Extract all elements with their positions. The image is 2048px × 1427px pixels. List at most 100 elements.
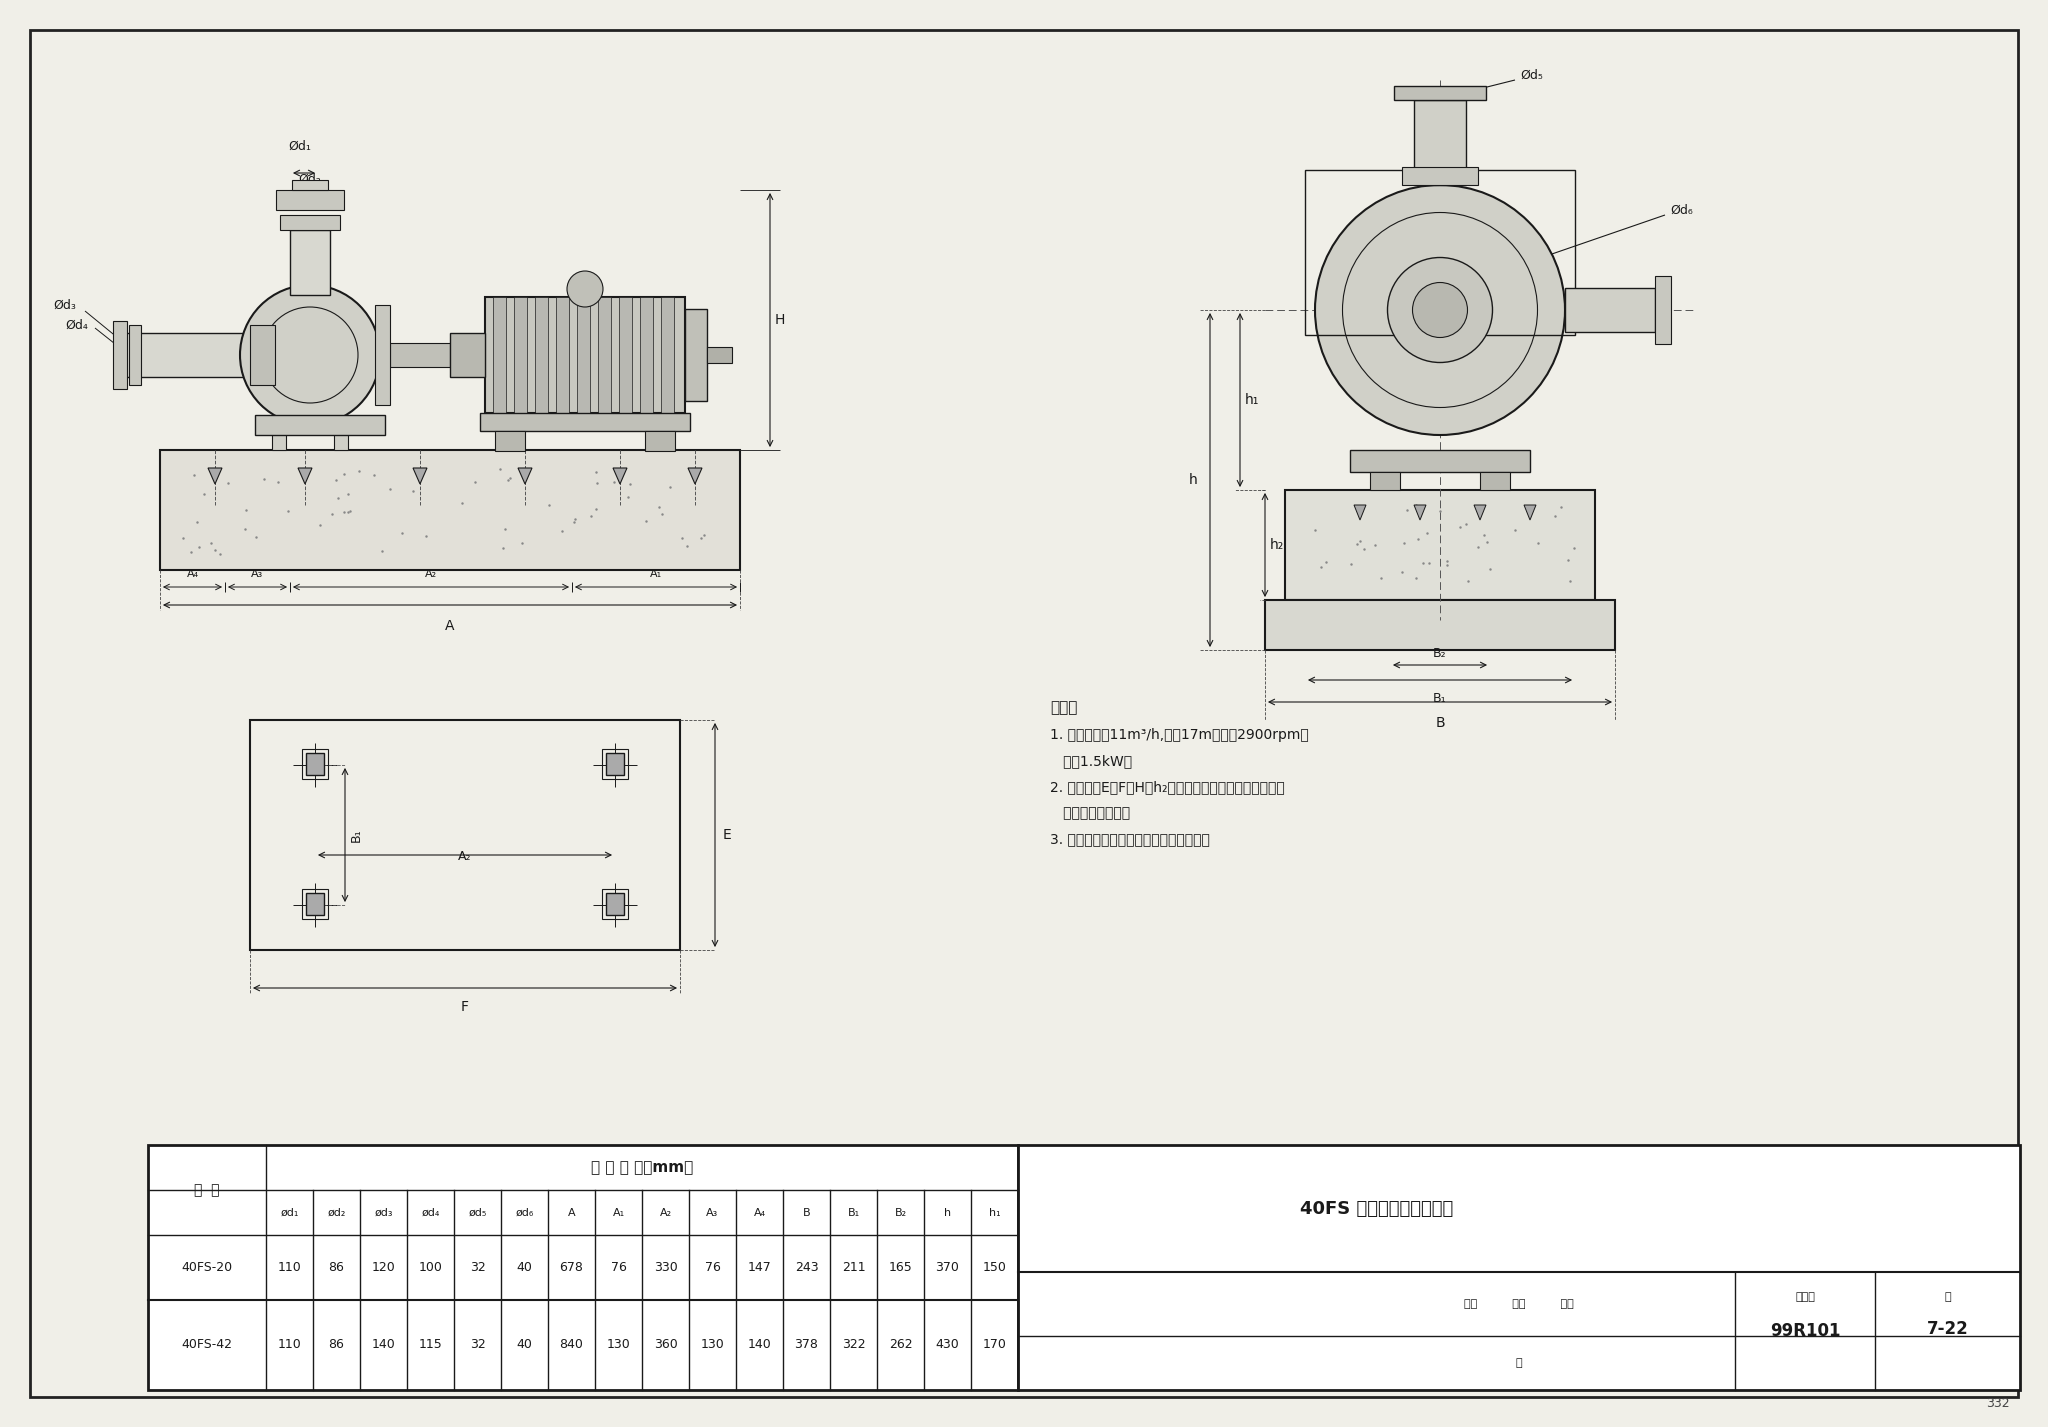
Text: 86: 86	[328, 1339, 344, 1351]
Bar	[494, 297, 506, 412]
Text: A₁: A₁	[649, 569, 662, 579]
Bar	[375, 305, 389, 405]
Text: 40FS-42: 40FS-42	[182, 1339, 233, 1351]
Text: 262: 262	[889, 1339, 911, 1351]
Text: A: A	[444, 619, 455, 634]
Text: A₃: A₃	[707, 1207, 719, 1217]
Bar	[1350, 450, 1530, 472]
Bar	[160, 450, 739, 569]
Bar	[389, 342, 451, 367]
Text: Ød₅: Ød₅	[1520, 68, 1542, 81]
Text: ød₃: ød₃	[375, 1207, 393, 1217]
Text: 370: 370	[936, 1261, 958, 1274]
Text: 7-22: 7-22	[1927, 1320, 1968, 1339]
Circle shape	[1315, 186, 1565, 435]
Text: ød₁: ød₁	[281, 1207, 299, 1217]
Text: ød₄: ød₄	[422, 1207, 440, 1217]
Bar	[1305, 170, 1575, 335]
Text: h₁: h₁	[1245, 392, 1260, 407]
Text: 40FS-20: 40FS-20	[182, 1261, 233, 1274]
Bar	[485, 297, 684, 412]
Text: 243: 243	[795, 1261, 819, 1274]
Text: 40FS 型塑料离心泵安装图: 40FS 型塑料离心泵安装图	[1300, 1200, 1454, 1217]
Text: 130: 130	[606, 1339, 631, 1351]
Text: Ød₁: Ød₁	[289, 140, 311, 153]
Bar	[645, 431, 676, 451]
Text: A₃: A₃	[252, 569, 264, 579]
Text: 76: 76	[705, 1261, 721, 1274]
Bar	[555, 297, 569, 412]
Text: 130: 130	[700, 1339, 725, 1351]
Text: h₂: h₂	[1270, 538, 1284, 552]
Bar	[250, 721, 680, 950]
Bar	[535, 297, 549, 412]
Bar	[598, 297, 610, 412]
Bar	[1370, 472, 1401, 489]
Text: 140: 140	[748, 1339, 772, 1351]
Text: A₁: A₁	[612, 1207, 625, 1217]
Bar	[147, 1144, 1018, 1390]
Text: 120: 120	[371, 1261, 395, 1274]
Text: B₁: B₁	[350, 828, 362, 842]
Bar	[1481, 472, 1509, 489]
Text: 211: 211	[842, 1261, 866, 1274]
Text: 32: 32	[469, 1339, 485, 1351]
Bar	[662, 297, 674, 412]
Polygon shape	[1354, 505, 1366, 519]
Polygon shape	[518, 468, 532, 484]
Text: B: B	[1436, 716, 1444, 731]
Text: 40: 40	[516, 1261, 532, 1274]
Bar	[1284, 489, 1595, 599]
Text: 页: 页	[1516, 1359, 1522, 1368]
Text: ød₆: ød₆	[516, 1207, 535, 1217]
Text: B₁: B₁	[848, 1207, 860, 1217]
Bar	[1403, 167, 1479, 186]
Text: 170: 170	[983, 1339, 1006, 1351]
Text: A₄: A₄	[186, 569, 199, 579]
Text: 378: 378	[795, 1339, 819, 1351]
Text: Ød₄: Ød₄	[66, 318, 88, 331]
Bar	[272, 415, 287, 450]
Text: 图集号: 图集号	[1794, 1293, 1815, 1303]
Text: 86: 86	[328, 1261, 344, 1274]
Bar	[707, 347, 731, 362]
Bar	[256, 415, 385, 435]
Text: 360: 360	[653, 1339, 678, 1351]
Polygon shape	[299, 468, 311, 484]
Text: 100: 100	[418, 1261, 442, 1274]
Bar	[281, 215, 340, 230]
Text: ød₅: ød₅	[469, 1207, 487, 1217]
Text: 147: 147	[748, 1261, 772, 1274]
Bar	[250, 325, 274, 385]
Bar	[1018, 1144, 2019, 1390]
Text: 40: 40	[516, 1339, 532, 1351]
Bar	[113, 321, 127, 390]
Text: 678: 678	[559, 1261, 584, 1274]
Bar	[514, 297, 526, 412]
Text: 165: 165	[889, 1261, 911, 1274]
Bar	[496, 431, 524, 451]
Text: Ød₆: Ød₆	[1669, 204, 1694, 217]
Text: h: h	[1190, 472, 1198, 487]
Text: Ød₃: Ød₃	[53, 298, 76, 311]
Polygon shape	[612, 468, 627, 484]
Bar	[639, 297, 653, 412]
Bar	[1565, 288, 1655, 332]
Text: 安 装 尺 寸（mm）: 安 装 尺 寸（mm）	[592, 1160, 692, 1174]
Polygon shape	[1413, 505, 1425, 519]
Text: F: F	[461, 1000, 469, 1015]
Bar	[334, 415, 348, 450]
Text: B: B	[803, 1207, 811, 1217]
Text: 99R101: 99R101	[1769, 1323, 1841, 1340]
Bar	[606, 893, 625, 915]
Text: 840: 840	[559, 1339, 584, 1351]
Bar	[602, 749, 629, 779]
Text: E: E	[723, 828, 731, 842]
Text: 3. 本图按北京市塑料二厂产品样本编制。: 3. 本图按北京市塑料二厂产品样本编制。	[1051, 832, 1210, 846]
Bar	[1395, 86, 1487, 100]
Text: 32: 32	[469, 1261, 485, 1274]
Text: 1. 性能：流量11m³/h,扬程17m，转速2900rpm，: 1. 性能：流量11m³/h,扬程17m，转速2900rpm，	[1051, 728, 1309, 742]
Bar	[618, 297, 633, 412]
Bar	[293, 180, 328, 190]
Text: A: A	[567, 1207, 575, 1217]
